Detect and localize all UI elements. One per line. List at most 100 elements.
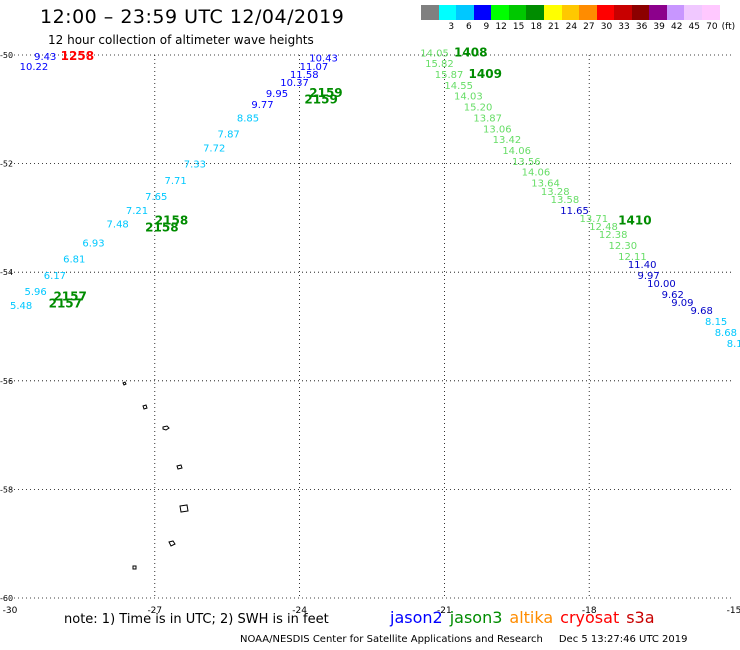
axis-tick-labels: -30 -27 -24 -21 -18 -15 -50 -52 -54 -56 -58 -60 [0, 51, 740, 616]
satellite-legend: jason2 jason3 altika cryosat s3a [390, 608, 662, 627]
satellite-name: s3a [626, 608, 655, 627]
legend-label: 45 [688, 22, 700, 32]
pass-time-label: 2159 [309, 86, 342, 100]
map-title: 12:00 – 23:59 UTC 12/04/2019 [40, 6, 345, 28]
legend-swatch [579, 5, 597, 20]
wave-height-label: 9.43 [34, 52, 56, 63]
wave-height-label: 8.15 [705, 317, 727, 328]
wave-height-label: 13.42 [493, 135, 522, 146]
pass-time-label: 2157 [53, 290, 86, 304]
timestamp: Dec 5 13:27:46 UTC 2019 [558, 634, 688, 645]
wave-height-label: 13.28 [541, 187, 570, 198]
legend-swatch [421, 5, 439, 20]
wave-height-label: 7.87 [218, 130, 240, 141]
island-outline [162, 425, 170, 431]
legend-swatch [719, 5, 738, 20]
legend-label: 6 [465, 22, 472, 32]
legend-swatch [614, 5, 632, 20]
legend-swatch [491, 5, 509, 20]
wave-height-label: 9.68 [691, 306, 713, 317]
legend-swatch [596, 5, 615, 20]
legend-label: 3 [448, 22, 455, 32]
island-outline [142, 404, 148, 410]
wave-height-label: 13.58 [551, 195, 580, 206]
legend-swatch [666, 5, 685, 20]
lat-tick-label: -56 [0, 377, 13, 386]
wave-height-label: 7.33 [184, 160, 206, 171]
island-outlines [122, 381, 189, 570]
island-outline [122, 381, 127, 386]
satellite-name: altika [509, 608, 554, 627]
wave-height-label: 8.68 [715, 328, 737, 339]
wave-height-label: 8.85 [237, 113, 259, 124]
wave-height-label: 10.00 [647, 279, 676, 290]
wave-height-label: 6.17 [44, 271, 66, 282]
satellite-name: cryosat [560, 608, 620, 627]
island-outline [176, 464, 183, 470]
pass-time-label: 2158 [155, 214, 188, 228]
lat-tick-label: -50 [0, 51, 13, 60]
credit-text: NOAA/NESDIS Center for Satellite Applica… [240, 634, 543, 645]
wave-height-label: 12.11 [618, 252, 647, 263]
pass-time-label: 1408 [454, 45, 487, 59]
wave-height-label: 7.72 [203, 143, 225, 154]
lon-tick-label: -18 [582, 606, 597, 616]
wave-height-label: 15.20 [464, 103, 493, 114]
legend-labels: 3 6 9 12 15 18 21 24 27 30 33 36 39 42 45 70 (ft) [421, 22, 737, 36]
wave-height-label: 10.37 [280, 78, 309, 89]
map-grid [10, 54, 734, 599]
lat-tick-label: -60 [0, 594, 13, 603]
wave-height-label: 6.93 [82, 238, 104, 249]
lat-tick-label: -54 [0, 268, 13, 277]
legend-label: 12 [495, 22, 507, 32]
legend-label: 42 [670, 22, 683, 32]
legend-label: 36 [635, 22, 648, 32]
legend-swatch [702, 5, 720, 20]
wave-height-label: 15.82 [425, 59, 454, 70]
legend-label: 70 [706, 22, 718, 32]
pass-time-label: 2159 [304, 93, 337, 107]
legend-swatch [526, 5, 544, 20]
lon-tick-label: -15 [727, 606, 740, 616]
pass-time-label: 2158 [145, 221, 178, 235]
legend-swatch [456, 5, 474, 20]
wave-height-label: 7.65 [145, 192, 167, 203]
legend-label: (ft) [721, 22, 736, 32]
wave-height-label: 14.05 [420, 48, 449, 59]
wave-height-label: 11.40 [628, 260, 657, 271]
wave-height-label: 14.55 [444, 81, 473, 92]
wave-height-label: 12.48 [589, 222, 618, 233]
wave-height-label: 6.81 [63, 255, 85, 266]
credit-line: NOAA/NESDIS Center for Satellite Applica… [240, 634, 687, 645]
wave-height-label: 13.06 [483, 124, 512, 135]
legend-swatch [649, 5, 667, 20]
lon-tick-label: -30 [3, 606, 18, 616]
legend-label: 18 [530, 22, 542, 32]
map-subtitle: 12 hour collection of altimeter wave hei… [48, 33, 314, 47]
legend-swatch [543, 5, 562, 20]
wave-height-label: 14.06 [522, 168, 551, 179]
wave-height-label: 7.48 [107, 219, 129, 230]
lon-tick-label: -27 [147, 606, 162, 616]
wave-height-label: 9.97 [637, 271, 659, 282]
wave-height-label: 8.1 [727, 339, 740, 350]
wave-height-label: 9.09 [671, 298, 693, 309]
pass-time-label: 1410 [618, 214, 651, 228]
wave-height-label: 13.71 [580, 214, 609, 225]
wave-height-label: 7.71 [164, 176, 186, 187]
island-outline [132, 565, 137, 570]
legend-label: 9 [483, 22, 490, 32]
island-outline [179, 504, 189, 513]
legend-swatch [631, 5, 650, 20]
wave-height-label: 14.03 [454, 92, 483, 103]
wave-height-label: 13.64 [531, 179, 560, 190]
legend-swatch [561, 5, 580, 20]
lat-tick-label: -58 [0, 485, 13, 494]
lon-tick-label: -24 [292, 606, 307, 616]
legend-label: 33 [618, 22, 630, 32]
wave-height-label: 14.06 [502, 146, 531, 157]
wave-height-label: 11.65 [560, 206, 589, 217]
wave-height-label: 13.56 [512, 157, 541, 168]
legend-label: 39 [653, 22, 665, 32]
legend-label: 27 [583, 22, 595, 32]
